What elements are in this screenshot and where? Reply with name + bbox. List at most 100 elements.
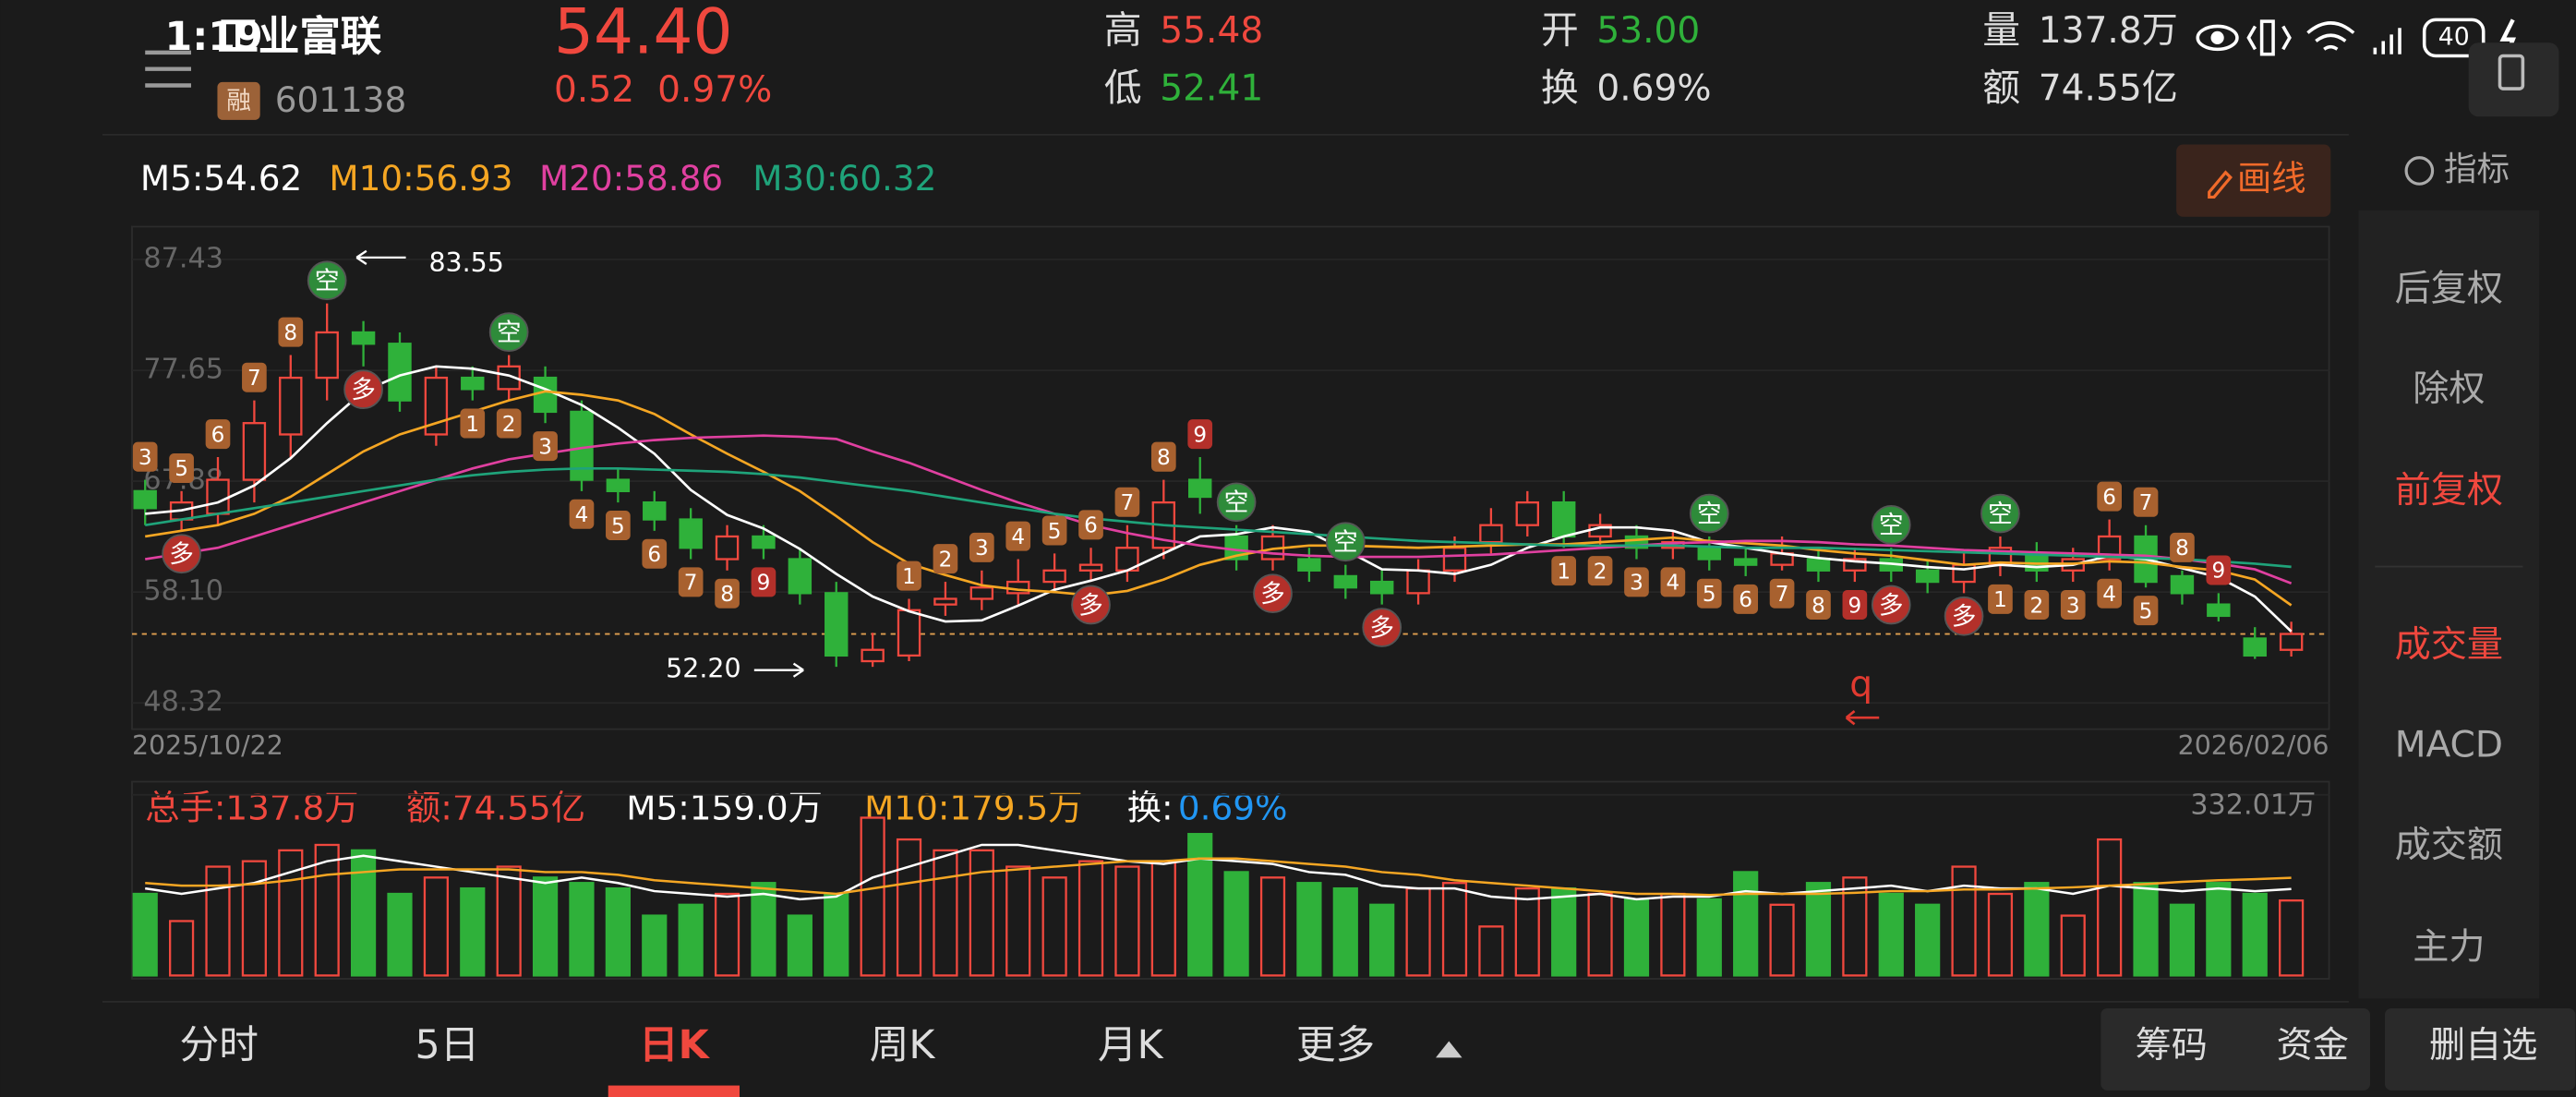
tab[interactable]: 分时 [180, 1022, 259, 1068]
change-pct: 0.97% [657, 69, 772, 111]
device-button[interactable] [2468, 42, 2559, 117]
x-label: 2025/10/22 [132, 730, 283, 761]
signal-label: 空 [1697, 500, 1722, 528]
annotation: 52.20 [666, 654, 740, 684]
side-title[interactable]: 指标 [2444, 151, 2510, 188]
volume-bar [824, 892, 849, 977]
button-bg [2385, 1007, 2576, 1091]
open: 53.00 [1596, 10, 1700, 52]
volume-bar [896, 838, 922, 977]
volume-bar [132, 892, 158, 977]
signal-badge [1806, 589, 1831, 620]
button-bg [2101, 1007, 2370, 1091]
bottom-button[interactable]: 筹码 [2136, 1025, 2208, 1067]
volume-bar [1441, 882, 1468, 977]
signal-label: 7 [684, 572, 698, 596]
tab[interactable]: 更多 [1296, 1022, 1375, 1068]
signal-label: 9 [1193, 423, 1207, 447]
candle-body [497, 365, 521, 391]
ma-legend: M5:54.62 [140, 158, 302, 199]
side-item[interactable]: 成交量 [2395, 624, 2503, 666]
tab[interactable]: 月K [1098, 1022, 1164, 1068]
signal-badge [1253, 573, 1293, 614]
candle-body [206, 478, 230, 515]
volume-bar [1114, 865, 1140, 977]
badge: 融 [226, 87, 251, 115]
side-item[interactable]: 除权 [2413, 368, 2485, 410]
signal-badge [751, 567, 776, 597]
stock-name: 工业富联 [217, 14, 381, 61]
tab[interactable]: 5日 [415, 1022, 480, 1068]
candle-body [388, 343, 412, 402]
status-time: 1:19 [165, 14, 263, 60]
volume-bar [423, 876, 449, 977]
x-label: 2026/02/06 [2178, 730, 2329, 761]
volume-bar [314, 843, 340, 977]
ma-line [144, 390, 2293, 607]
menu-icon[interactable] [145, 50, 191, 88]
candle-body [2170, 574, 2195, 595]
turnover: 0.69% [1596, 67, 1711, 109]
volume-bar [1259, 876, 1286, 977]
volume-bar [860, 816, 885, 977]
volume-bar [241, 860, 267, 977]
side-item[interactable]: MACD [2395, 725, 2503, 766]
signal-badge [1150, 441, 1176, 472]
ma-legend: M10:56.93 [329, 158, 512, 199]
candle-body [461, 376, 485, 391]
bottom-button[interactable]: 删自选 [2429, 1025, 2537, 1067]
signal-badge [1041, 515, 1067, 546]
signal-label: 3 [2066, 594, 2080, 618]
low: 52.41 [1160, 67, 1263, 109]
signal-label: 7 [2139, 491, 2153, 515]
side-item[interactable]: 前复权 [2395, 470, 2503, 512]
signal-badge [606, 511, 631, 541]
volume-bar [532, 876, 559, 977]
candle-body [1042, 569, 1066, 584]
candle-body [861, 648, 885, 663]
label: 低 [1104, 66, 1142, 110]
signal-label: 多 [1952, 603, 1977, 632]
signal-badge [1696, 578, 1722, 609]
side-item[interactable]: 后复权 [2395, 268, 2503, 309]
signal-badge [307, 260, 347, 301]
signal-badge [169, 452, 194, 483]
signal-label: 6 [1084, 514, 1098, 538]
signal-badge [678, 567, 704, 597]
tab[interactable]: 日K [639, 1022, 711, 1068]
signal-badge [1733, 584, 1759, 614]
volume-bar [714, 892, 740, 977]
signal-label: 6 [647, 543, 661, 567]
signal-badge [278, 317, 304, 347]
draw-button[interactable] [2176, 144, 2331, 217]
bottom-button[interactable]: 资金 [2277, 1025, 2349, 1067]
signal-label: 6 [1739, 588, 1752, 612]
signal-label: 5 [611, 514, 625, 538]
volume-legend: 总手:137.8万 [145, 787, 358, 827]
volume-legend: M10:179.5万 [864, 787, 1082, 827]
signal-badge [205, 419, 231, 450]
side-item[interactable]: 成交额 [2395, 825, 2503, 866]
volume-bar [1987, 892, 2014, 977]
signal-label: 多 [169, 540, 194, 569]
signal-label: 1 [1993, 588, 2007, 612]
signal-badge [1660, 567, 1686, 597]
tab[interactable]: 周K [870, 1022, 936, 1068]
change: 0.52 [554, 69, 634, 111]
signal-label: 4 [1011, 525, 1025, 549]
annotation-arrow [753, 662, 804, 678]
signal-badge [460, 408, 486, 439]
volume-bar [969, 849, 994, 977]
side-item[interactable]: 主力 [2413, 926, 2485, 968]
volume-legend: 换: [1127, 787, 1174, 827]
signal-badge [132, 441, 158, 472]
candle-body [533, 376, 558, 414]
candle-body [1806, 558, 1831, 572]
ma-line [145, 365, 2293, 633]
y-tick-label: 58.10 [143, 575, 223, 608]
label: 高 [1104, 8, 1142, 53]
signal-label: 1 [1557, 560, 1571, 584]
candle-body [1733, 558, 1758, 566]
signal-label: 9 [2211, 560, 2225, 584]
volume-bar [1587, 892, 1613, 977]
